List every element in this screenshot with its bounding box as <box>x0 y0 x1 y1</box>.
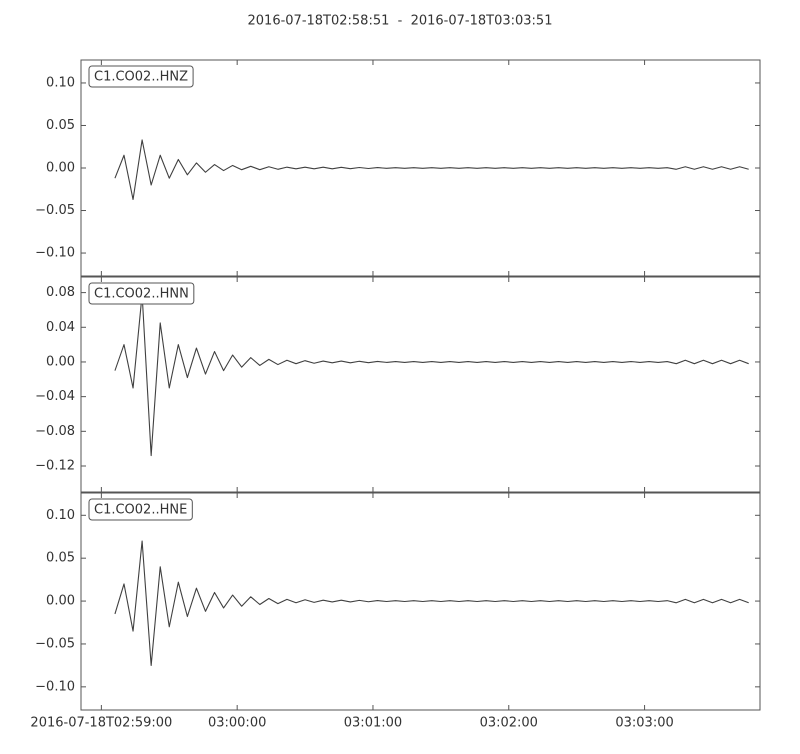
legend-label: C1.CO02..HNN <box>94 287 189 302</box>
legend-box <box>88 65 194 88</box>
legend-label: C1.CO02..HNZ <box>94 70 188 85</box>
y-tick-label: 0.05 <box>46 118 75 133</box>
trace <box>114 139 749 201</box>
y-tick-label: 0.00 <box>46 161 75 176</box>
y-tick-label: −0.05 <box>35 636 75 651</box>
y-tick-label: −0.12 <box>35 458 75 473</box>
y-tick-label: −0.10 <box>35 246 75 261</box>
chart-title: 2016-07-18T02:58:51 - 2016-07-18T03:03:5… <box>248 14 553 29</box>
x-tick-label: 03:02:00 <box>480 716 538 731</box>
x-tick-label: 03:01:00 <box>344 716 402 731</box>
legend-box <box>88 282 195 305</box>
y-tick-label: −0.08 <box>35 424 75 439</box>
x-tick-label: 03:03:00 <box>615 716 673 731</box>
y-tick-label: −0.04 <box>35 389 75 404</box>
y-tick-label: 0.10 <box>46 508 75 523</box>
y-tick-label: 0.05 <box>46 551 75 566</box>
legend-box <box>88 498 193 521</box>
trace <box>114 293 749 457</box>
x-tick-label: 03:00:00 <box>208 716 266 731</box>
panel-frame <box>80 276 761 493</box>
y-tick-label: −0.05 <box>35 203 75 218</box>
y-tick-label: 0.08 <box>46 285 75 300</box>
x-tick-label: 2016-07-18T02:59:00 <box>30 716 172 731</box>
trace <box>114 540 749 666</box>
y-tick-label: 0.00 <box>46 594 75 609</box>
legend-label: C1.CO02..HNE <box>94 503 187 518</box>
y-tick-label: 0.04 <box>46 320 75 335</box>
y-tick-label: −0.10 <box>35 679 75 694</box>
y-tick-label: 0.00 <box>46 354 75 369</box>
y-tick-label: 0.10 <box>46 75 75 90</box>
